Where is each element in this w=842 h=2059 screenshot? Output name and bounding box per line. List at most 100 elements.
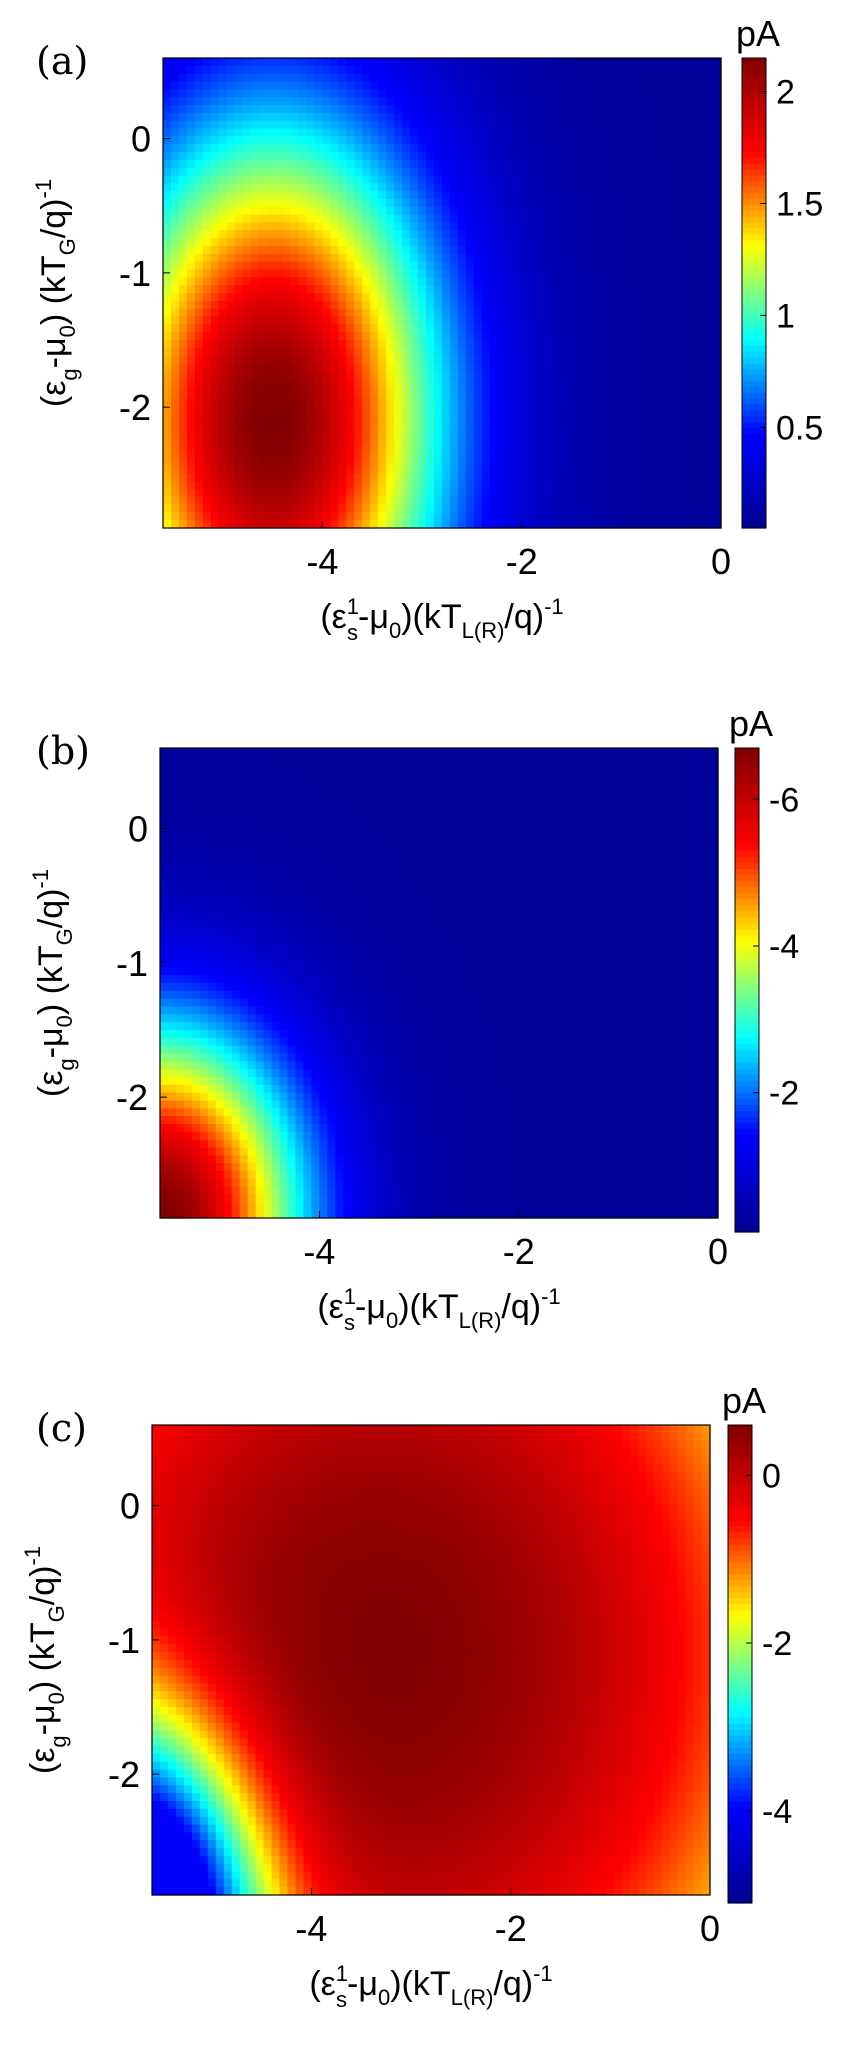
heatmap-cell: [449, 449, 459, 459]
heatmap-cell: [641, 293, 650, 302]
heatmap-cell: [497, 402, 507, 412]
heatmap-cell: [178, 152, 188, 161]
panel-label: (a): [36, 39, 88, 83]
heatmap-cell: [290, 434, 300, 443]
heatmap-cell: [553, 191, 563, 200]
heatmap-cell: [633, 504, 642, 513]
heatmap-cell: [202, 128, 212, 137]
heatmap-cell: [713, 402, 722, 412]
heatmap-cell: [298, 81, 308, 90]
heatmap-cell: [593, 520, 603, 529]
heatmap-cell: [191, 842, 201, 851]
heatmap-cell: [601, 73, 610, 83]
heatmap-cell: [306, 379, 316, 388]
heatmap-cell: [473, 355, 483, 365]
heatmap-cell: [418, 269, 427, 278]
heatmap-cell: [202, 144, 212, 153]
heatmap-cell: [282, 332, 292, 341]
heatmap-cell: [314, 300, 324, 310]
heatmap-cell: [170, 58, 180, 67]
heatmap-cell: [426, 152, 435, 161]
heatmap-cell: [167, 849, 177, 859]
colorbar-step: [742, 216, 766, 224]
heatmap-cell: [370, 112, 379, 122]
heatmap-cell: [170, 465, 180, 474]
heatmap-cell: [513, 340, 523, 349]
heatmap-cell: [410, 520, 419, 529]
heatmap-cell: [665, 144, 674, 153]
heatmap-cell: [346, 418, 355, 427]
heatmap-cell: [713, 222, 722, 231]
heatmap-cell: [266, 128, 276, 137]
heatmap-cell: [239, 787, 249, 796]
heatmap-cell: [210, 488, 220, 498]
heatmap-cell: [338, 300, 347, 310]
heatmap-cell: [386, 277, 395, 286]
heatmap-cell: [449, 183, 459, 192]
heatmap-cell: [239, 857, 249, 867]
heatmap-cell: [223, 936, 233, 945]
heatmap-cell: [521, 277, 531, 286]
heatmap-cell: [378, 253, 387, 263]
heatmap-cell: [426, 144, 435, 153]
heatmap-cell: [705, 191, 714, 200]
heatmap-cell: [457, 58, 467, 67]
heatmap-cell: [186, 128, 196, 137]
heatmap-cell: [250, 457, 260, 466]
heatmap-cell: [178, 449, 188, 459]
heatmap-cell: [426, 324, 435, 333]
heatmap-cell: [465, 73, 475, 83]
heatmap-cell: [673, 269, 682, 278]
heatmap-cell: [577, 496, 587, 506]
heatmap-cell: [266, 199, 276, 208]
heatmap-cell: [442, 261, 451, 271]
heatmap-cell: [410, 481, 419, 490]
heatmap-cell: [569, 73, 579, 83]
heatmap-cell: [585, 183, 595, 192]
heatmap-cell: [338, 238, 347, 247]
heatmap-cell: [561, 120, 571, 130]
heatmap-cell: [617, 394, 626, 404]
heatmap-cell: [442, 144, 451, 153]
heatmap-cell: [210, 520, 220, 529]
heatmap-cell: [585, 285, 595, 294]
heatmap-cell: [386, 222, 395, 231]
heatmap-cell: [330, 418, 339, 427]
heatmap-cell: [274, 512, 284, 521]
heatmap-cell: [298, 347, 308, 357]
heatmap-cell: [258, 520, 268, 529]
heatmap-cell: [418, 285, 427, 294]
heatmap-cell: [681, 277, 690, 286]
heatmap-cell: [163, 363, 172, 372]
heatmap-cell: [178, 199, 188, 208]
heatmap-cell: [673, 136, 682, 145]
heatmap-cell: [322, 504, 331, 513]
heatmap-cell: [457, 300, 467, 310]
heatmap-cell: [183, 1147, 193, 1156]
heatmap-cell: [239, 1061, 249, 1070]
heatmap-cell: [457, 293, 467, 302]
heatmap-cell: [163, 175, 172, 184]
heatmap-cell: [442, 206, 451, 216]
heatmap-cell: [266, 214, 276, 224]
heatmap-cell: [274, 324, 284, 333]
heatmap-cell: [266, 316, 276, 325]
heatmap-cell: [330, 293, 339, 302]
heatmap-cell: [489, 347, 499, 357]
heatmap-cell: [290, 316, 300, 325]
heatmap-cell: [609, 324, 618, 333]
heatmap-cell: [163, 371, 172, 380]
heatmap-cell: [418, 120, 427, 130]
heatmap-cell: [194, 112, 204, 122]
heatmap-cell: [689, 504, 698, 513]
heatmap-cell: [186, 465, 196, 474]
heatmap-cell: [191, 873, 201, 882]
heatmap-cell: [210, 199, 220, 208]
heatmap-cell: [191, 983, 201, 992]
heatmap-cell: [505, 449, 515, 459]
heatmap-cell: [215, 1108, 225, 1117]
heatmap-cell: [338, 488, 347, 498]
heatmap-cell: [191, 1053, 201, 1062]
heatmap-cell: [585, 238, 595, 247]
heatmap-cell: [239, 763, 249, 773]
